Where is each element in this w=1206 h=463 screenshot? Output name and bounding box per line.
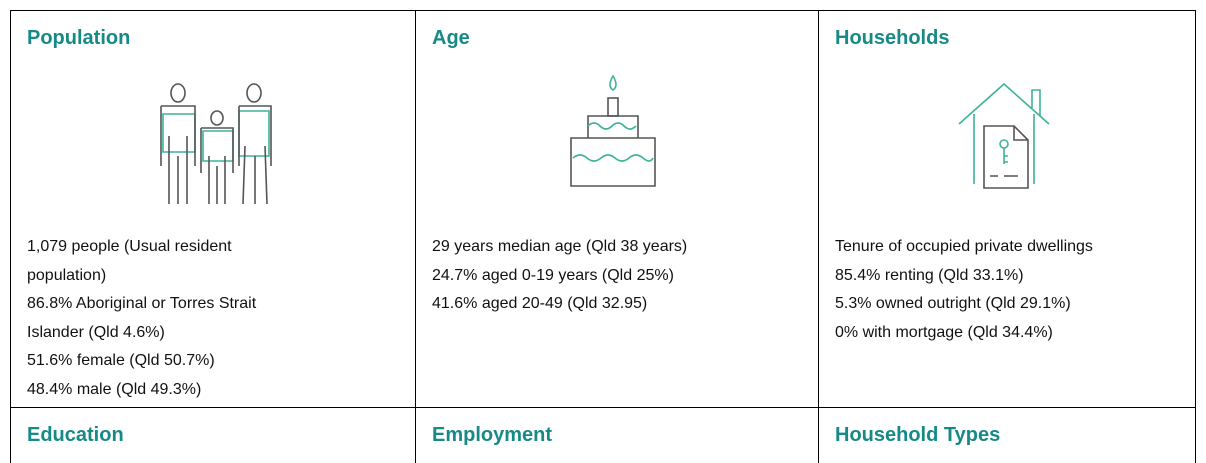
cell: Households Tenure of occupied private dw… (818, 10, 1196, 408)
cell-title: Household Types (835, 424, 1001, 446)
text-line: 0% with mortgage (Qld 34.4%) (835, 323, 1053, 341)
text-line: 29 years median age (Qld 38 years) (432, 238, 688, 255)
cell-lines: Tenure of occupied private dwellings 85.4… (835, 233, 1093, 347)
text-line: population) (27, 266, 107, 284)
cell: Population 1,079 people (Usual resident p… (10, 10, 416, 408)
people-icon (160, 83, 272, 205)
cake-icon (570, 74, 656, 187)
cell-title: Age (432, 27, 470, 49)
cell: Age 29 years median age (Qld 38 years) 24… (415, 10, 819, 408)
text-line: 85.4% renting (Qld 33.1%) (835, 266, 1024, 284)
cell-lines: 1,079 people (Usual resident population) 8… (27, 233, 256, 404)
text-line: Tenure of occupied private dwellings (835, 238, 1093, 255)
cell-title: Employment (432, 424, 553, 446)
cell: Employment (415, 407, 819, 463)
cell: Education (10, 407, 416, 463)
cell-title: Population (27, 27, 131, 49)
text-line: 24.7% aged 0-19 years (Qld 25%) (432, 266, 674, 284)
text-line: 48.4% male (Qld 49.3%) (27, 380, 202, 398)
text-line: 51.6% female (Qld 50.7%) (27, 352, 215, 369)
cell: Household Types (818, 407, 1196, 463)
text-line: 1,079 people (Usual resident (27, 238, 232, 255)
text-line: 86.8% Aboriginal or Torres Strait (27, 295, 257, 312)
house-icon (958, 82, 1050, 189)
text-line: 41.6% aged 20-49 (Qld 32.95) (432, 295, 648, 312)
text-line: 5.3% owned outright (Qld 29.1%) (835, 295, 1071, 312)
text-line: Islander (Qld 4.6%) (27, 323, 165, 341)
cell-title: Households (835, 27, 950, 49)
cell-lines: 29 years median age (Qld 38 years) 24.7% … (432, 233, 687, 319)
cell-title: Education (27, 424, 124, 446)
